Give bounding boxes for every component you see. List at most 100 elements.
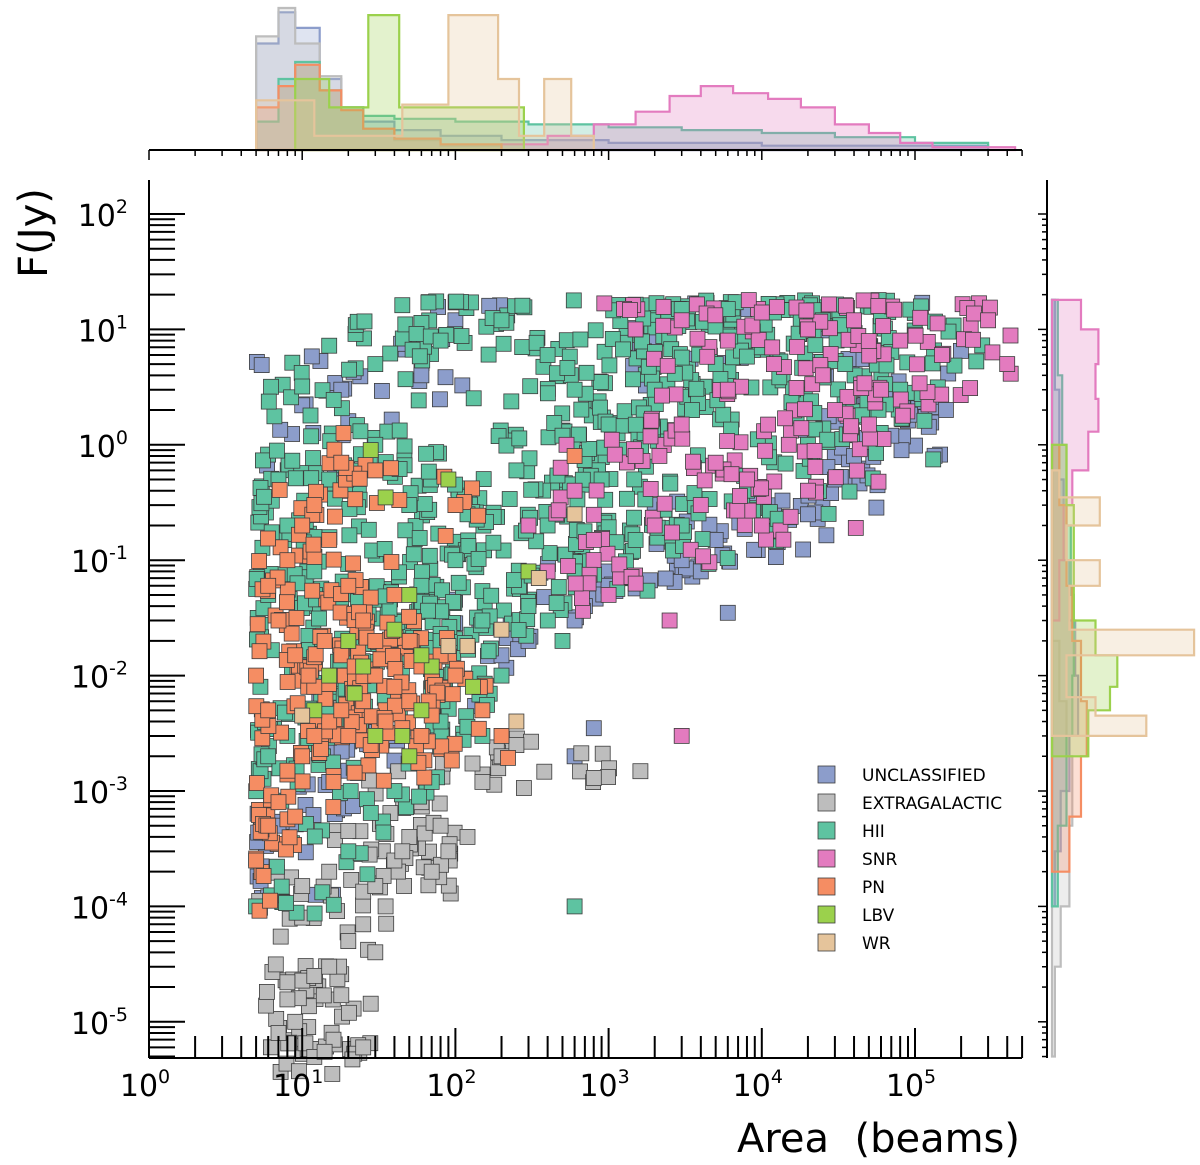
hii-point (294, 378, 311, 395)
pn-point (416, 769, 433, 786)
snr-point (793, 420, 810, 437)
hii-point (540, 429, 557, 446)
right-marginal-histogram (1050, 298, 1196, 1058)
snr-point (911, 375, 928, 392)
hii-point (485, 534, 502, 551)
legend-label: WR (862, 934, 891, 954)
hii-point (314, 884, 331, 901)
pn-point (360, 757, 377, 774)
snr-point (782, 508, 799, 525)
unclassified-point (431, 391, 448, 408)
hii-point (341, 527, 358, 544)
y-tick-label: 10-4 (71, 888, 128, 926)
extragalactic-point (258, 984, 275, 1000)
legend-swatch (817, 933, 836, 952)
snr-point (673, 416, 690, 433)
pn-point (493, 728, 510, 744)
top-marginal-histogram (255, 6, 1017, 152)
pn-point (251, 553, 268, 569)
snr-point (907, 327, 924, 344)
hii-point (302, 407, 319, 424)
extragalactic-point (340, 933, 357, 949)
pn-point (294, 517, 311, 534)
hii-point (359, 866, 376, 883)
hii-point (688, 380, 705, 397)
hii-point (581, 440, 597, 457)
pn-point (386, 587, 403, 603)
pn-point (444, 686, 461, 703)
snr-point (873, 381, 889, 398)
pn-point (433, 738, 450, 755)
pn-point (470, 507, 487, 524)
unclassified-point (818, 527, 835, 544)
hii-point (520, 598, 537, 614)
snr-point (585, 506, 602, 523)
hii-point (868, 445, 884, 461)
extragalactic-point (594, 745, 611, 762)
hii-point (394, 297, 411, 314)
lbv-point (440, 471, 457, 488)
hii-point (254, 452, 271, 469)
legend-swatch (817, 905, 836, 924)
hii-point (521, 450, 538, 467)
unclassified-point (746, 541, 762, 558)
hii-point (719, 550, 736, 566)
hii-point (405, 546, 422, 563)
hii-point (566, 898, 583, 915)
snr-point (699, 348, 716, 365)
hii-point (662, 475, 679, 492)
pn-point (279, 762, 296, 779)
snr-point (729, 502, 746, 519)
snr-point (846, 312, 862, 329)
pn-point (249, 616, 266, 633)
snr-point (550, 502, 567, 519)
extragalactic-point (279, 991, 296, 1008)
extragalactic-point (325, 1031, 342, 1048)
x-tick-label: 102 (426, 1066, 476, 1104)
snr-point (789, 338, 805, 355)
hii-point (619, 490, 635, 507)
hii-point (470, 551, 487, 567)
snr-point (719, 381, 736, 398)
pn-point (437, 528, 454, 544)
extragalactic-point (378, 915, 395, 932)
pn-point (255, 868, 272, 884)
hii-point (540, 385, 556, 402)
hii-point (495, 335, 512, 352)
snr-point (798, 302, 815, 319)
hii-point (592, 374, 609, 391)
snr-point (933, 386, 950, 403)
pn-point (391, 492, 408, 509)
extragalactic-point (573, 745, 590, 762)
y-tick-label: 10-1 (71, 542, 128, 580)
unclassified-point (253, 357, 270, 374)
pn-point (401, 633, 418, 649)
snr-point (664, 524, 680, 541)
hii-point (293, 364, 310, 381)
legend-swatch (817, 849, 836, 868)
hii-point (615, 341, 631, 358)
hii-point (287, 470, 304, 487)
snr-point (719, 433, 735, 449)
top-hist-pn (255, 63, 503, 152)
pn-point (305, 536, 322, 553)
pn-point (288, 610, 305, 626)
hii-point (528, 334, 545, 351)
pn-point (306, 728, 323, 744)
hii-point (305, 450, 321, 467)
pn-point (464, 480, 480, 497)
legend-label: SNR (862, 850, 898, 870)
pn-point (325, 551, 342, 568)
pn-point (251, 643, 268, 660)
top-hist-wr (255, 14, 595, 152)
pn-point (278, 594, 295, 611)
snr-point (1002, 327, 1019, 344)
pn-point (283, 625, 300, 642)
pn-point (279, 552, 296, 569)
extragalactic-point (355, 916, 372, 933)
pn-point (248, 667, 265, 684)
snr-point (646, 517, 663, 534)
unclassified-point (893, 442, 910, 459)
y-axis-title: F(Jy) (11, 188, 57, 278)
pn-point (447, 667, 464, 684)
